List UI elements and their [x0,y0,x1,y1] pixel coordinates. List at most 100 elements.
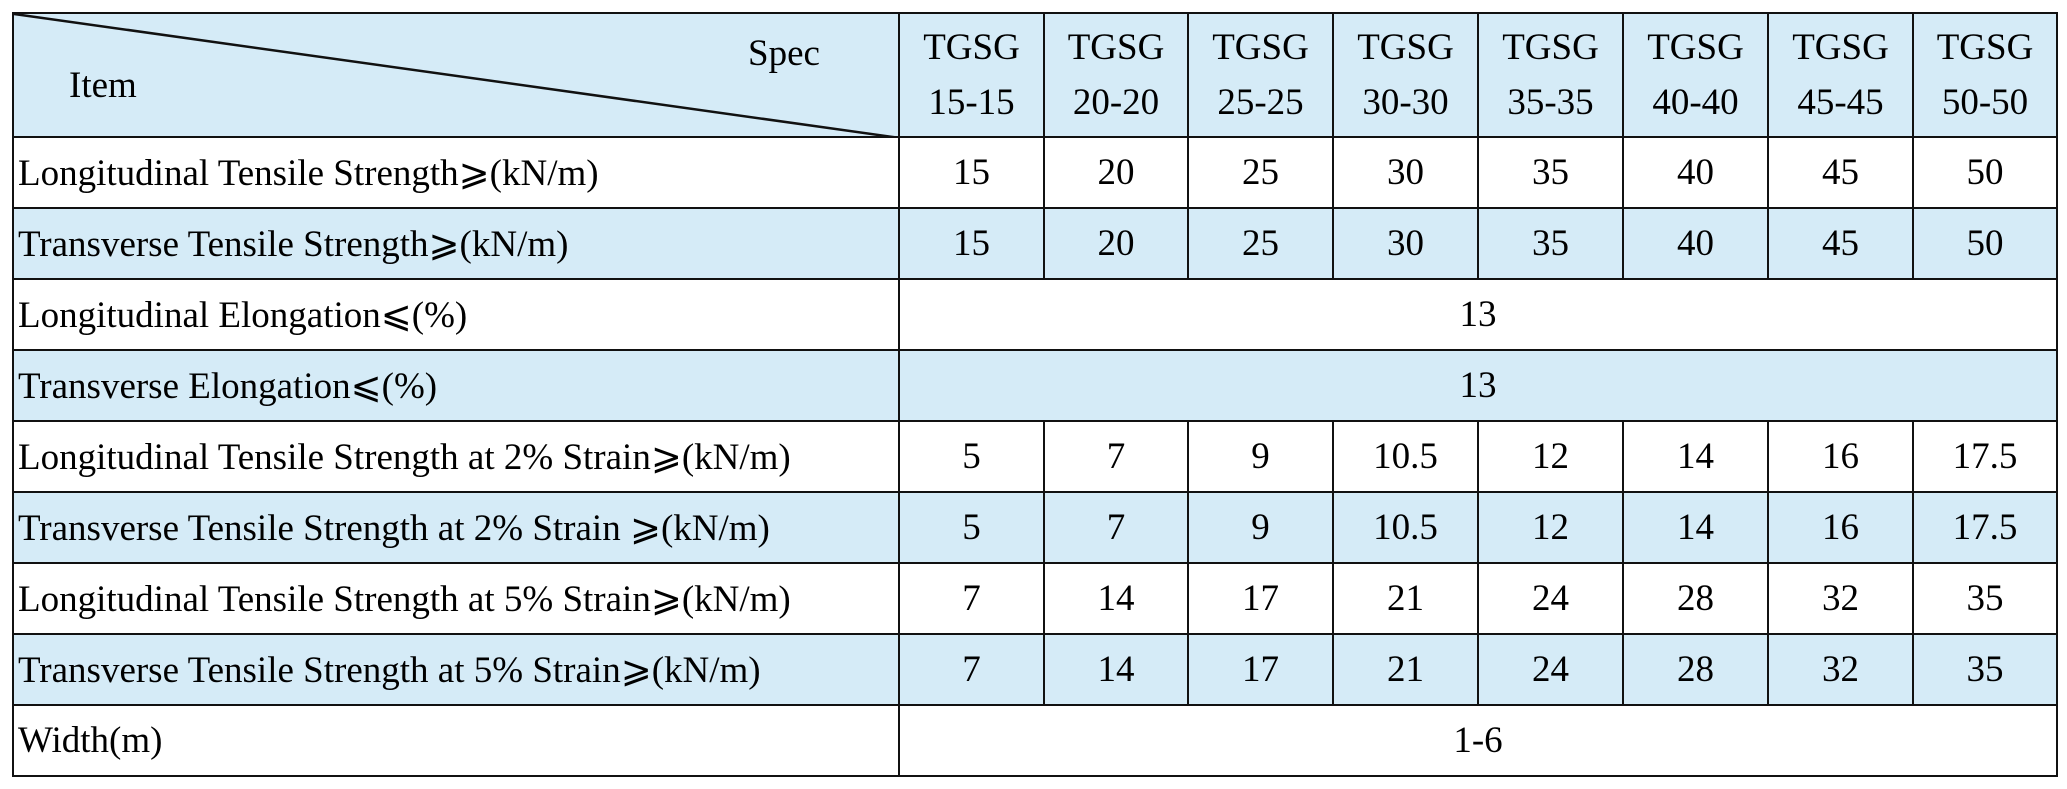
value-cell: 25 [1187,207,1334,280]
value-cell: 50 [1912,207,2058,280]
spec-model-name: TGSG [1357,26,1454,68]
spec-header-cell: TGSG 40-40 [1622,12,1769,138]
value-cell: 17.5 [1912,420,2058,493]
spec-model-grade: 30-30 [1362,82,1449,123]
spec-header-cell: TGSG 25-25 [1187,12,1334,138]
value-cell: 20 [1043,136,1189,209]
merged-value-cell: 1-6 [898,704,2058,777]
spec-model-grade: 25-25 [1217,82,1304,123]
value-cell: 32 [1767,562,1914,635]
value-cell: 14 [1043,562,1189,635]
value-cell: 5 [898,491,1045,564]
value-cell: 45 [1767,136,1914,209]
spec-header-cell: TGSG 15-15 [898,12,1045,138]
value-cell: 9 [1187,491,1334,564]
value-cell: 9 [1187,420,1334,493]
value-cell: 35 [1912,633,2058,706]
spec-model-name: TGSG [1067,26,1165,68]
value-cell: 15 [898,136,1045,209]
row-label: Longitudinal Tensile Strength at 2% Stra… [12,420,900,493]
row-label: Longitudinal Tensile Strength⩾(kN/m) [12,136,900,209]
spec-model-name: TGSG [1212,26,1309,68]
table-body: Longitudinal Tensile Strength⩾(kN/m) 15 20… [12,136,2058,777]
value-cell: 32 [1767,633,1914,706]
value-cell: 24 [1477,562,1624,635]
table-row: Longitudinal Tensile Strength⩾(kN/m) 15 20… [12,136,2058,209]
diagonal-divider [15,15,888,135]
spec-header-cell: TGSG 30-30 [1332,12,1479,138]
value-cell: 7 [898,562,1045,635]
value-cell: 17 [1187,562,1334,635]
value-cell: 28 [1622,562,1769,635]
value-cell: 17 [1187,633,1334,706]
value-cell: 16 [1767,420,1914,493]
value-cell: 35 [1477,136,1624,209]
row-label: Transverse Elongation⩽(%) [12,349,900,422]
row-label: Longitudinal Elongation⩽(%) [12,278,900,351]
value-cell: 24 [1477,633,1624,706]
table-row: Transverse Elongation⩽(%) 13 [12,349,2058,422]
spec-model-name: TGSG [923,26,1020,68]
value-cell: 10.5 [1332,420,1479,493]
value-cell: 14 [1622,491,1769,564]
table-row: Longitudinal Tensile Strength at 5% Stra… [12,562,2058,635]
value-cell: 40 [1622,136,1769,209]
spec-model-name: TGSG [1502,26,1599,68]
value-cell: 7 [1043,491,1189,564]
table-row: Width(m) 1-6 [12,704,2058,777]
value-cell: 7 [898,633,1045,706]
value-cell: 7 [1043,420,1189,493]
value-cell: 40 [1622,207,1769,280]
value-cell: 14 [1622,420,1769,493]
value-cell: 45 [1767,207,1914,280]
value-cell: 35 [1477,207,1624,280]
spec-model-grade: 15-15 [928,82,1015,123]
header-row: Item Spec TGSG 15-15 TGSG 20-20 TGSG 25-25 TGS… [12,12,2058,138]
row-label: Width(m) [12,704,900,777]
spec-model-grade: 40-40 [1652,82,1739,123]
merged-value-cell: 13 [898,278,2058,351]
row-label: Longitudinal Tensile Strength at 5% Stra… [12,562,900,635]
spec-header-cell: TGSG 45-45 [1767,12,1914,138]
value-cell: 17.5 [1912,491,2058,564]
table-row: Longitudinal Tensile Strength at 2% Stra… [12,420,2058,493]
spec-model-grade: 20-20 [1072,82,1160,123]
spec-model-name: TGSG [1792,26,1889,68]
value-cell: 28 [1622,633,1769,706]
merged-value-cell: 13 [898,349,2058,422]
spec-model-name: TGSG [1936,26,2034,68]
value-cell: 16 [1767,491,1914,564]
row-label: Transverse Tensile Strength at 5% Strain… [12,633,900,706]
row-label: Transverse Tensile Strength⩾(kN/m) [12,207,900,280]
corner-header-cell: Item Spec [12,12,900,138]
table-row: Transverse Tensile Strength at 2% Strain… [12,491,2058,564]
value-cell: 5 [898,420,1045,493]
spec-model-grade: 35-35 [1507,82,1594,123]
value-cell: 25 [1187,136,1334,209]
spec-model-grade: 45-45 [1797,82,1884,123]
table-row: Longitudinal Elongation⩽(%) 13 [12,278,2058,351]
item-header-label: Item [69,65,137,106]
table-row: Transverse Tensile Strength⩾(kN/m) 15 20 25… [12,207,2058,280]
spec-header-cell: TGSG 50-50 [1912,12,2058,138]
value-cell: 21 [1332,562,1479,635]
table-row: Transverse Tensile Strength at 5% Strain… [12,633,2058,706]
value-cell: 30 [1332,207,1479,280]
value-cell: 12 [1477,491,1624,564]
value-cell: 30 [1332,136,1479,209]
value-cell: 35 [1912,562,2058,635]
value-cell: 50 [1912,136,2058,209]
spec-model-name: TGSG [1647,26,1744,68]
value-cell: 12 [1477,420,1624,493]
value-cell: 14 [1043,633,1189,706]
spec-header-label: Spec [748,33,820,74]
value-cell: 21 [1332,633,1479,706]
value-cell: 10.5 [1332,491,1479,564]
spec-header-cell: TGSG 20-20 [1043,12,1189,138]
value-cell: 15 [898,207,1045,280]
spec-table: Item Spec TGSG 15-15 TGSG 20-20 TGSG 25-25 TGS… [12,12,2058,777]
row-label: Transverse Tensile Strength at 2% Strain… [12,491,900,564]
spec-model-grade: 50-50 [1941,82,2029,123]
value-cell: 20 [1043,207,1189,280]
spec-header-cell: TGSG 35-35 [1477,12,1624,138]
